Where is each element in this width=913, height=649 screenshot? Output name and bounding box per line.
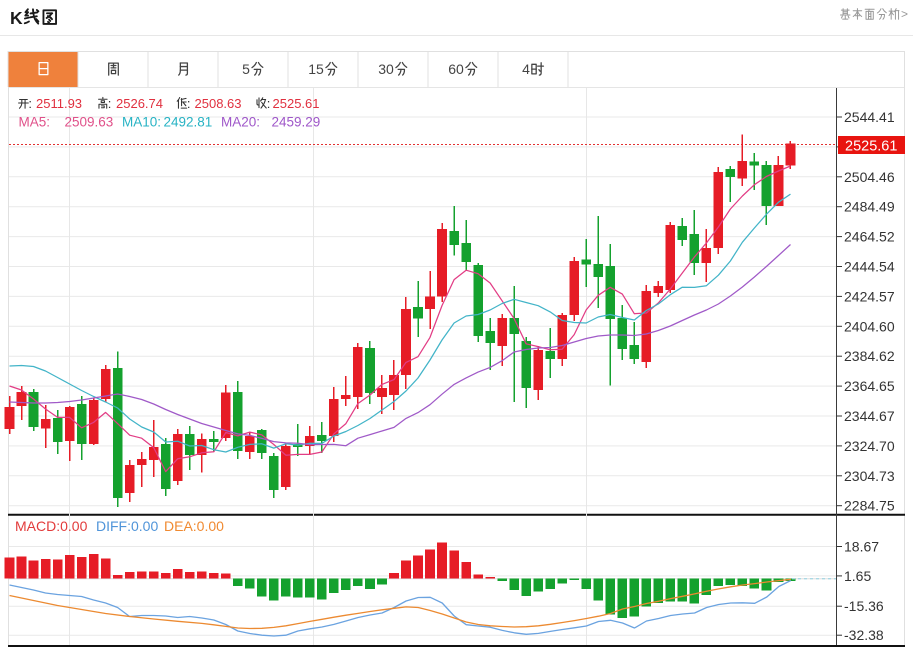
svg-text:MACD:0.00: MACD:0.00 <box>15 518 88 534</box>
svg-text:2526.74: 2526.74 <box>116 96 163 111</box>
svg-text:2404.60: 2404.60 <box>844 318 895 334</box>
svg-text:1.65: 1.65 <box>844 568 871 584</box>
svg-text:2484.49: 2484.49 <box>844 199 895 215</box>
svg-text:2364.65: 2364.65 <box>844 378 895 394</box>
svg-text:2384.62: 2384.62 <box>844 348 895 364</box>
svg-text::: : <box>187 96 191 111</box>
svg-text:2544.41: 2544.41 <box>844 109 895 125</box>
svg-text:K: K <box>10 8 23 28</box>
svg-text:2525.61: 2525.61 <box>845 139 897 155</box>
svg-text:2464.52: 2464.52 <box>844 229 895 245</box>
svg-text:2424.57: 2424.57 <box>844 288 895 304</box>
svg-text::: : <box>28 96 32 111</box>
svg-text:2324.70: 2324.70 <box>844 438 895 454</box>
svg-text:-32.38: -32.38 <box>844 627 884 643</box>
svg-text:30: 30 <box>378 61 394 77</box>
svg-text:2444.54: 2444.54 <box>844 259 895 275</box>
svg-text::: : <box>267 96 271 111</box>
svg-text:MA5:: MA5: <box>19 115 51 130</box>
svg-text:2459.29: 2459.29 <box>272 115 321 130</box>
svg-text:MA10:: MA10: <box>122 115 161 130</box>
svg-text:4: 4 <box>522 61 530 77</box>
svg-text:2304.73: 2304.73 <box>844 468 895 484</box>
svg-text:2344.67: 2344.67 <box>844 408 895 424</box>
svg-text:2492.81: 2492.81 <box>164 115 213 130</box>
svg-text:2504.46: 2504.46 <box>844 169 895 185</box>
svg-text:2284.75: 2284.75 <box>844 498 895 514</box>
svg-text:DIFF:0.00: DIFF:0.00 <box>96 518 158 534</box>
svg-text:MA20:: MA20: <box>221 115 260 130</box>
svg-text:2525.61: 2525.61 <box>273 96 320 111</box>
svg-text:DEA:0.00: DEA:0.00 <box>164 518 224 534</box>
svg-text::: : <box>108 96 112 111</box>
svg-text:2509.63: 2509.63 <box>65 115 114 130</box>
svg-text:15: 15 <box>308 61 324 77</box>
svg-text:60: 60 <box>448 61 464 77</box>
svg-text:>: > <box>901 7 908 21</box>
svg-text:18.67: 18.67 <box>844 539 879 555</box>
svg-text:2511.93: 2511.93 <box>36 96 82 111</box>
svg-text:-15.36: -15.36 <box>844 598 884 614</box>
svg-text:2508.63: 2508.63 <box>195 96 242 111</box>
svg-text:5: 5 <box>242 61 250 77</box>
